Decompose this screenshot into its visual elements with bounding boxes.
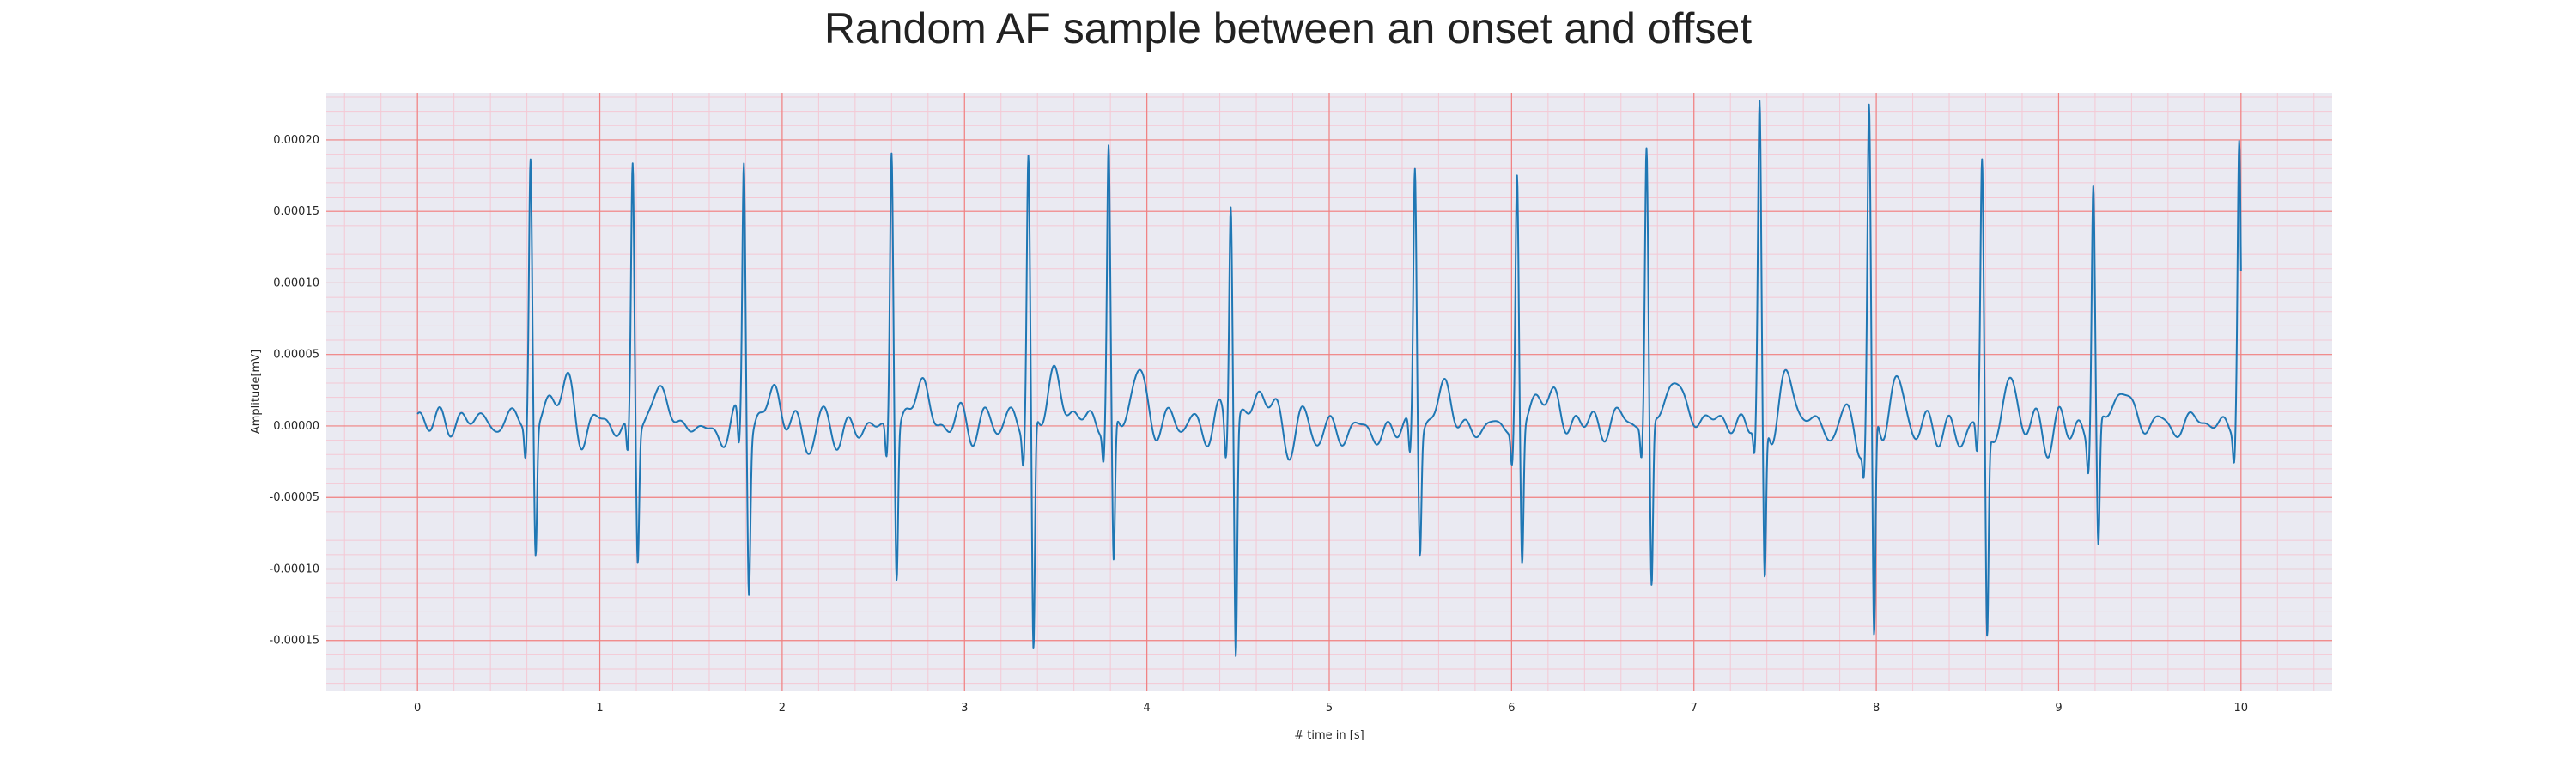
y-tick-labels: -0.00015 -0.00010 -0.00005 0.00000 0.00005 0.…: [270, 134, 319, 648]
y-tick-label: 0.00010: [273, 277, 319, 289]
y-tick-label: -0.00010: [270, 563, 319, 575]
y-axis-label: Amplitude[mV]: [250, 350, 263, 434]
x-tick-label: 1: [596, 702, 603, 715]
y-tick-label: 0.00015: [273, 205, 319, 218]
x-tick-label: 2: [779, 702, 786, 715]
x-tick-label: 8: [1873, 702, 1880, 715]
major-grid: [326, 93, 2332, 691]
y-tick-label: -0.00015: [270, 635, 319, 648]
x-tick-label: 5: [1326, 702, 1333, 715]
series-group: [416, 100, 2242, 657]
y-tick-label: 0.00020: [273, 134, 319, 147]
x-tick-label: 4: [1143, 702, 1150, 715]
x-tick-labels: 0 1 2 3 4 5 6 7 8 9 10: [414, 702, 2248, 715]
x-tick-label: 10: [2234, 702, 2249, 715]
x-tick-label: 3: [961, 702, 968, 715]
x-tick-label: 9: [2055, 702, 2062, 715]
y-tick-label: -0.00005: [270, 491, 319, 504]
chart-title: Random AF sample between an onset and of…: [823, 4, 1753, 52]
y-tick-label: 0.00005: [273, 349, 319, 362]
x-axis-label: # time in [s]: [1294, 729, 1364, 742]
x-tick-label: 7: [1691, 702, 1698, 715]
ecg-series-line: [416, 100, 2242, 657]
x-tick-label: 6: [1508, 702, 1515, 715]
x-tick-label: 0: [414, 702, 421, 715]
y-tick-label: 0.00000: [273, 420, 319, 433]
